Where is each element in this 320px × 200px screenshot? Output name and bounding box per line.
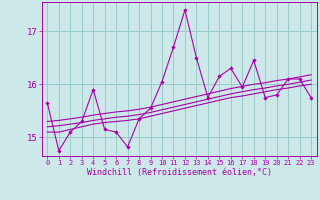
X-axis label: Windchill (Refroidissement éolien,°C): Windchill (Refroidissement éolien,°C) (87, 168, 272, 177)
